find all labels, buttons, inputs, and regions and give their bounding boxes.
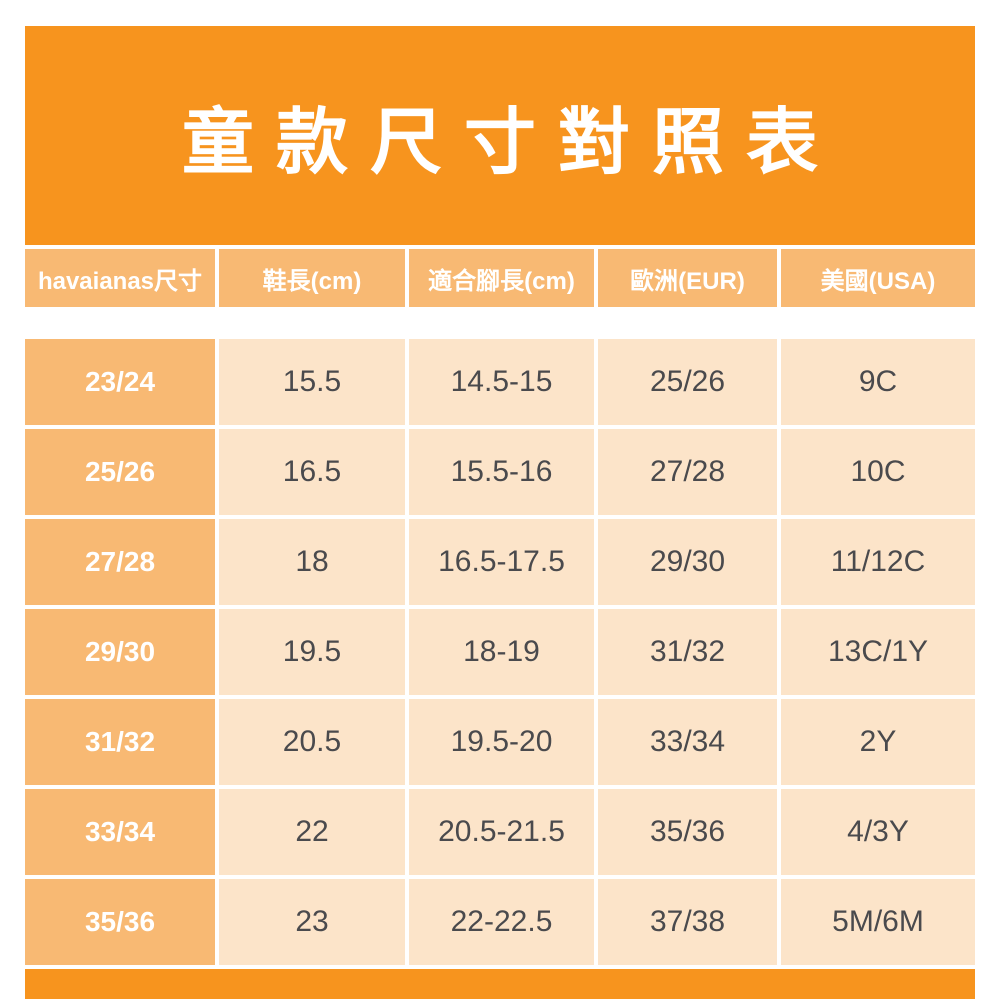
footer-band <box>25 969 975 999</box>
value-cell: 27/28 <box>598 429 777 515</box>
value-cell: 10C <box>781 429 975 515</box>
value-cell: 16.5 <box>219 429 405 515</box>
value-cell: 15.5 <box>219 339 405 425</box>
size-cell: 31/32 <box>25 699 215 785</box>
size-cell: 25/26 <box>25 429 215 515</box>
value-cell: 25/26 <box>598 339 777 425</box>
value-cell: 22-22.5 <box>409 879 594 965</box>
size-cell: 35/36 <box>25 879 215 965</box>
size-cell: 23/24 <box>25 339 215 425</box>
size-cell: 27/28 <box>25 519 215 605</box>
header-shoe-length-cm: 鞋長(cm) <box>219 249 405 307</box>
value-cell: 31/32 <box>598 609 777 695</box>
value-cell: 20.5-21.5 <box>409 789 594 875</box>
header-usa: 美國(USA) <box>781 249 975 307</box>
value-cell: 5M/6M <box>781 879 975 965</box>
value-cell: 14.5-15 <box>409 339 594 425</box>
value-cell: 16.5-17.5 <box>409 519 594 605</box>
value-cell: 18-19 <box>409 609 594 695</box>
header-europe-eur: 歐洲(EUR) <box>598 249 777 307</box>
value-cell: 9C <box>781 339 975 425</box>
value-cell: 23 <box>219 879 405 965</box>
value-cell: 13C/1Y <box>781 609 975 695</box>
value-cell: 18 <box>219 519 405 605</box>
value-cell: 15.5-16 <box>409 429 594 515</box>
value-cell: 19.5-20 <box>409 699 594 785</box>
value-cell: 33/34 <box>598 699 777 785</box>
size-cell: 29/30 <box>25 609 215 695</box>
header-foot-length-cm: 適合腳長(cm) <box>409 249 594 307</box>
value-cell: 29/30 <box>598 519 777 605</box>
title-band: 童款尺寸對照表 <box>25 26 975 245</box>
header-havaianas-size: havaianas尺寸 <box>25 249 215 307</box>
value-cell: 19.5 <box>219 609 405 695</box>
value-cell: 2Y <box>781 699 975 785</box>
value-cell: 35/36 <box>598 789 777 875</box>
page-title: 童款尺寸對照表 <box>181 103 840 183</box>
value-cell: 20.5 <box>219 699 405 785</box>
value-cell: 4/3Y <box>781 789 975 875</box>
value-cell: 22 <box>219 789 405 875</box>
value-cell: 37/38 <box>598 879 777 965</box>
size-cell: 33/34 <box>25 789 215 875</box>
size-comparison-table: havaianas尺寸 鞋長(cm) 適合腳長(cm) 歐洲(EUR) 美國(U… <box>25 249 975 965</box>
value-cell: 11/12C <box>781 519 975 605</box>
